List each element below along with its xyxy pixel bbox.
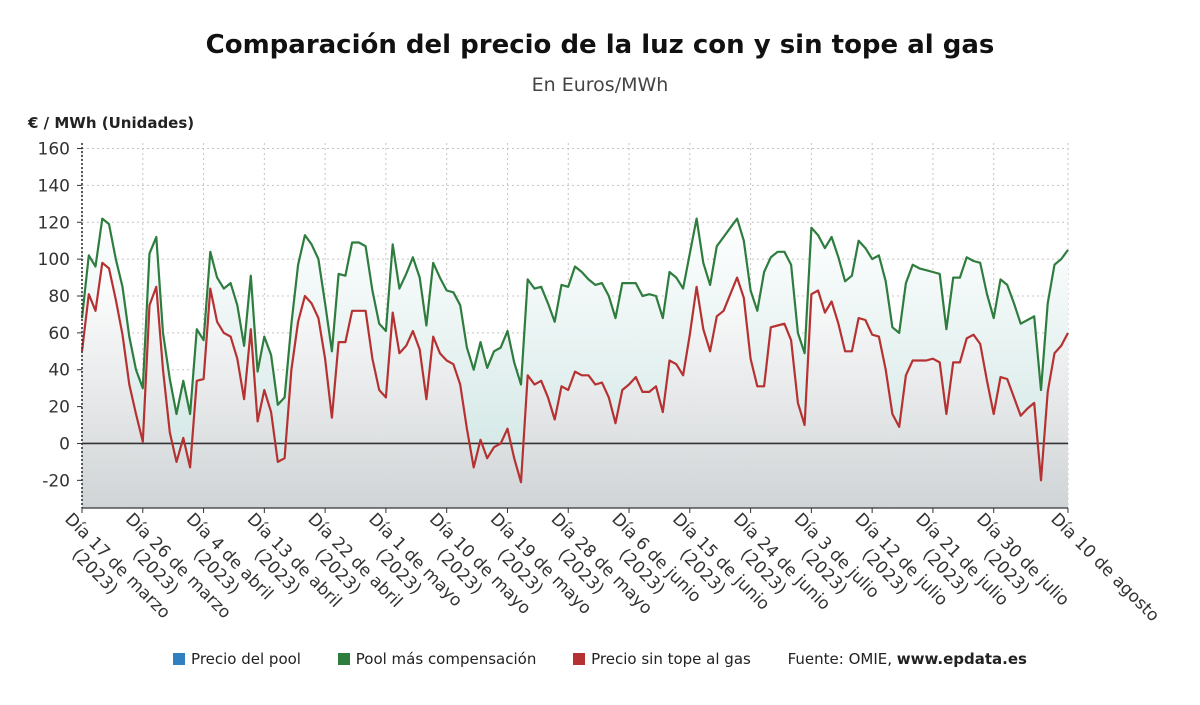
legend-swatch-pool xyxy=(173,653,186,665)
axes xyxy=(77,143,1069,513)
legend-item-pool-compensacion: Pool más compensación xyxy=(337,650,536,668)
area-sin-tope xyxy=(82,262,1068,508)
legend-item-sin-tope: Precio sin tope al gas xyxy=(573,650,751,668)
y-tick-label: 160 xyxy=(38,140,70,160)
chart-title: Comparación del precio de la luz con y s… xyxy=(205,30,995,60)
series-lines xyxy=(80,217,1069,484)
y-tick-label: 100 xyxy=(38,250,70,270)
y-tick-label: 0 xyxy=(59,434,70,454)
legend: Precio del pool Pool más compensación Pr… xyxy=(0,650,1200,668)
y-tick-labels: -20 0 20 40 60 80 100 120 140 160 xyxy=(38,140,70,492)
chart-subtitle: En Euros/MWh xyxy=(531,74,669,96)
y-tick-label: 80 xyxy=(48,287,70,307)
y-tick-label: 20 xyxy=(48,398,70,418)
y-tick-label: 40 xyxy=(48,361,70,381)
y-tick-label: 60 xyxy=(48,324,70,344)
y-tick-label: 120 xyxy=(38,213,70,233)
line-chart: € / MWh (Unidades) -20 0 20 40 60 80 100 120 140… xyxy=(27,114,1163,626)
legend-item-pool: Precio del pool xyxy=(173,650,301,668)
y-tick-label: -20 xyxy=(42,471,70,491)
series-line-sin-tope xyxy=(80,261,1069,484)
x-tick-label: Día 10 de agosto xyxy=(1046,509,1163,626)
y-tick-label: 140 xyxy=(38,176,70,196)
area-compensacion xyxy=(82,218,1068,483)
legend-swatch-pool-compensacion xyxy=(337,653,350,665)
x-tick-label-line1: Día 10 de agosto xyxy=(1046,509,1163,626)
legend-swatch-sin-tope xyxy=(573,653,586,665)
y-axis-label: € / MWh (Unidades) xyxy=(27,114,194,132)
source-site: www.epdata.es xyxy=(896,650,1027,668)
source-note: Fuente: OMIE, www.epdata.es xyxy=(787,650,1027,668)
series-areas xyxy=(82,218,1068,508)
series-line-pool-compensacion xyxy=(80,217,1069,416)
x-tick-labels: Día 17 de marzo(2023) Día 26 de marzo(202… xyxy=(60,509,1163,626)
